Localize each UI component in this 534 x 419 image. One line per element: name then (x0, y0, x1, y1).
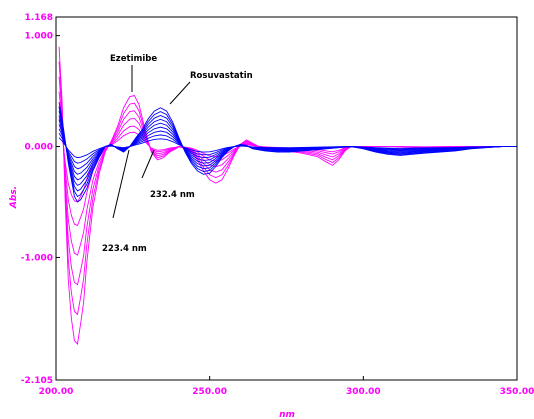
magenta-spectrum-line (58, 91, 517, 256)
blue-spectrum-line (58, 137, 517, 159)
x-ticks: 200.00 250.00 300.00 350.00 (39, 376, 534, 397)
x-tick-label: 200.00 (39, 387, 74, 397)
annotation-223-4nm: 223.4 nm (102, 244, 147, 254)
y-tick-label: 0.000 (25, 143, 53, 153)
blue-spectrum-line (58, 110, 517, 192)
y-tick-label: 1.000 (25, 32, 53, 42)
magenta-spectrum-line (58, 76, 517, 286)
magenta-spectrum-line (58, 106, 517, 227)
blue-spectrum-line (58, 124, 517, 175)
magenta-spectrum-line (58, 46, 517, 345)
blue-spectrum-line (58, 128, 517, 170)
x-axis-label: nm (279, 410, 295, 419)
y-tick-label: -2.105 (21, 376, 53, 386)
annotation-ezetimibe: Ezetimibe (110, 54, 157, 64)
blue-spectrum-line (58, 119, 517, 181)
plot-lines (58, 46, 517, 345)
x-tick-label: 350.00 (500, 387, 534, 397)
wavelength-232-pointer (141, 149, 155, 179)
x-tick-label: 300.00 (346, 387, 381, 397)
blue-spectrum-line (58, 115, 517, 186)
x-tick-label: 250.00 (192, 387, 227, 397)
y-axis-label: Abs. (9, 186, 19, 209)
plot-frame (55, 16, 518, 381)
y-tick-label: 1.168 (25, 13, 53, 23)
wavelength-223-pointer (112, 149, 130, 219)
y-ticks: 1.168 1.000 0.000 -1.000 -2.105 (21, 13, 60, 386)
y-tick-label: -1.000 (21, 253, 53, 263)
blue-spectrum-line (58, 106, 517, 198)
blue-spectrum-line (58, 102, 517, 203)
blue-spectrum-line (58, 132, 517, 164)
magenta-spectrum-line (58, 118, 517, 203)
annotation-232-4nm: 232.4 nm (150, 190, 195, 200)
rosuvastatin-pointer (169, 81, 191, 105)
annotation-rosuvastatin: Rosuvastatin (190, 71, 253, 81)
